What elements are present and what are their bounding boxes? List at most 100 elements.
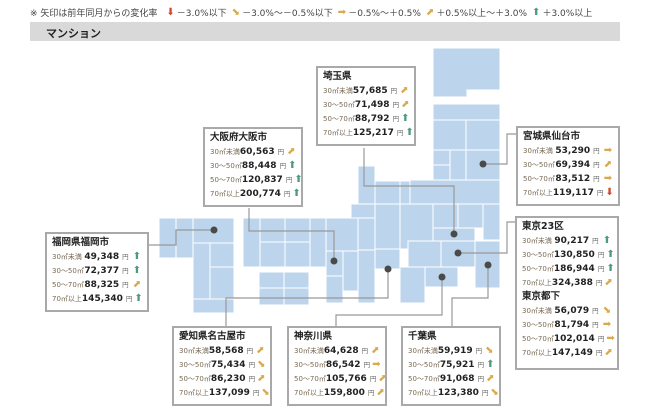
size-label: 30㎡未満 <box>323 87 353 95</box>
price-unit: 円 <box>369 375 377 383</box>
price-row: 50～70㎡ 88,792 円 ⬆ <box>323 112 409 126</box>
price-value: 120,837 <box>241 175 283 185</box>
arrow-up-right-icon: ⬈ <box>378 373 387 384</box>
price-value: 57,685 <box>352 86 388 96</box>
size-label: 70㎡以上 <box>323 129 353 137</box>
legend-note: ※ 矢印は前年同月からの変化率 <box>30 9 158 19</box>
size-label: 70㎡以上 <box>210 190 240 198</box>
connector-sendai <box>483 133 516 165</box>
arrow-down-right-icon: ⬊ <box>231 7 241 18</box>
price-value: 159,800 <box>323 388 365 398</box>
price-row: 30㎡未満 56,079 円 ⬊ <box>522 304 612 318</box>
region-title: 神奈川県 <box>294 331 333 342</box>
legend-items: ⬇ －3.0%以下 ⬊ －3.0%～－0.5%以下 ➡ －0.5%～＋0.5% ⬈ ＋0.5%… <box>161 6 592 19</box>
price-value: 90,217 <box>554 236 590 246</box>
price-row: 30～50㎡ 130,850 円 ⬆ <box>522 248 615 262</box>
region-title: 愛知県名古屋市 <box>179 331 246 342</box>
arrow-right-icon: ➡ <box>603 145 613 156</box>
arrow-up-right-icon: ⬈ <box>256 345 265 356</box>
legend-label: ＋0.5%以上～＋3.0% <box>436 9 528 19</box>
arrow-up-icon: ⬆ <box>294 174 303 185</box>
price-unit: 円 <box>597 265 605 273</box>
price-unit: 円 <box>122 267 129 275</box>
arrow-down-right-icon: ⬊ <box>485 345 494 356</box>
price-unit: 円 <box>477 361 485 369</box>
arrow-up-icon: ⬆ <box>134 293 143 304</box>
arrow-up-right-icon: ⬈ <box>257 373 266 384</box>
price-unit: 円 <box>475 347 483 355</box>
arrow-up-icon: ⬆ <box>401 113 410 124</box>
region-box-kanagawa: 神奈川県 30㎡未満 64,628 円 ⬈ 30～50㎡ 86,542 円 ➡ 50～70㎡ 105… <box>287 326 387 406</box>
size-label: 50～70㎡ <box>522 265 554 273</box>
legend-item: ⬆ ＋3.0%以上 <box>532 6 592 19</box>
price-row: 30㎡未満 58,568 円 ⬈ <box>179 344 265 358</box>
marker-aichi <box>384 265 392 273</box>
price-value: 53,290 <box>555 146 591 156</box>
region-box-sendai: 宮城県仙台市 30㎡未満 53,290 円 ➡ 30～50㎡ 69,394 円 ⬈ 50～70㎡ 8… <box>516 126 620 206</box>
price-value: 324,388 <box>551 278 593 288</box>
size-label: 30～50㎡ <box>294 361 326 369</box>
price-row: 70㎡以上 137,099 円 ⬊ <box>179 386 270 400</box>
arrow-up-right-icon: ⬈ <box>287 146 296 157</box>
arrow-up-icon: ⬆ <box>405 127 414 138</box>
price-value: 72,377 <box>84 266 120 276</box>
price-value: 71,498 <box>354 100 390 110</box>
arrow-up-icon: ⬆ <box>132 265 142 276</box>
arrow-up-right-icon: ⬈ <box>425 7 435 18</box>
region-title: 福岡県福岡市 <box>52 237 110 248</box>
region-title: 宮城県仙台市 <box>523 131 581 142</box>
price-unit: 円 <box>252 389 260 397</box>
size-label: 30～50㎡ <box>522 321 554 329</box>
arrow-up-right-icon: ⬈ <box>400 85 409 96</box>
price-unit: 円 <box>592 237 599 245</box>
price-value: 83,512 <box>555 174 591 184</box>
marker-saitama <box>450 230 458 238</box>
price-unit: 円 <box>593 147 600 155</box>
price-unit: 円 <box>248 375 256 383</box>
arrow-down-icon: ⬇ <box>166 7 175 18</box>
arrow-up-right-icon: ⬈ <box>604 347 613 358</box>
price-unit: 円 <box>592 321 599 329</box>
price-row: 30㎡未満 57,685 円 ⬈ <box>323 84 409 98</box>
size-label: 70㎡以上 <box>523 189 553 197</box>
price-value: 49,348 <box>84 252 120 262</box>
price-row: 30㎡未満 90,217 円 ⬆ <box>522 234 612 248</box>
price-value: 64,628 <box>323 346 359 356</box>
region-box-chiba: 千葉県 30㎡未満 59,919 円 ⬊ 30～50㎡ 75,921 円 ⬆ 50～70㎡ 91,0… <box>401 326 501 406</box>
marker-osaka <box>330 257 338 265</box>
section-header: マンション <box>30 22 620 41</box>
price-row: 30～50㎡ 75,434 円 ⬊ <box>179 358 265 372</box>
price-value: 130,850 <box>553 250 595 260</box>
size-label: 70㎡以上 <box>522 279 552 287</box>
price-value: 137,099 <box>208 388 250 398</box>
arrow-down-right-icon: ⬊ <box>261 387 270 398</box>
price-unit: 円 <box>396 129 404 137</box>
size-label: 30～50㎡ <box>52 267 84 275</box>
price-row: 50～70㎡ 91,068 円 ⬈ <box>408 372 494 386</box>
price-row: 70㎡以上 119,117 円 ⬇ <box>523 186 614 200</box>
price-unit: 円 <box>248 361 256 369</box>
price-row: 30㎡未満 64,628 円 ⬈ <box>294 344 380 358</box>
region-box-aichi: 愛知県名古屋市 30㎡未満 58,568 円 ⬈ 30～50㎡ 75,434 円 ⬊ 50～70㎡… <box>172 326 272 406</box>
price-value: 69,394 <box>555 160 591 170</box>
price-value: 125,217 <box>352 128 394 138</box>
size-label: 50～70㎡ <box>179 375 211 383</box>
connector-chiba <box>451 265 489 327</box>
region-box-saitama: 埼玉県 30㎡未満 57,685 円 ⬈ 30～50㎡ 71,498 円 ⬈ 50～70㎡ 88,7… <box>316 66 416 146</box>
region-box-tokyo: 東京23区 30㎡未満 90,217 円 ⬆ 30～50㎡ 130,850 円 ⬆ 50～70㎡ 1… <box>515 216 619 370</box>
price-value: 75,434 <box>210 360 246 370</box>
price-row: 30～50㎡ 69,394 円 ⬈ <box>523 158 613 172</box>
arrow-up-icon: ⬆ <box>606 263 615 274</box>
connector-fukuoka <box>148 229 214 246</box>
connector-kanagawa <box>335 277 443 327</box>
price-row: 30～50㎡ 75,921 円 ⬆ <box>408 358 494 372</box>
size-label: 70㎡以上 <box>294 389 324 397</box>
arrow-up-icon: ⬆ <box>486 359 495 370</box>
price-unit: 円 <box>593 161 600 169</box>
size-label: 30～50㎡ <box>523 161 555 169</box>
price-value: 75,921 <box>439 360 475 370</box>
price-row: 50～70㎡ 105,766 円 ⬈ <box>294 372 387 386</box>
price-value: 119,117 <box>552 188 594 198</box>
legend-item: ⬈ ＋0.5%以上～＋3.0% <box>426 6 527 19</box>
arrow-up-right-icon: ⬈ <box>486 373 495 384</box>
